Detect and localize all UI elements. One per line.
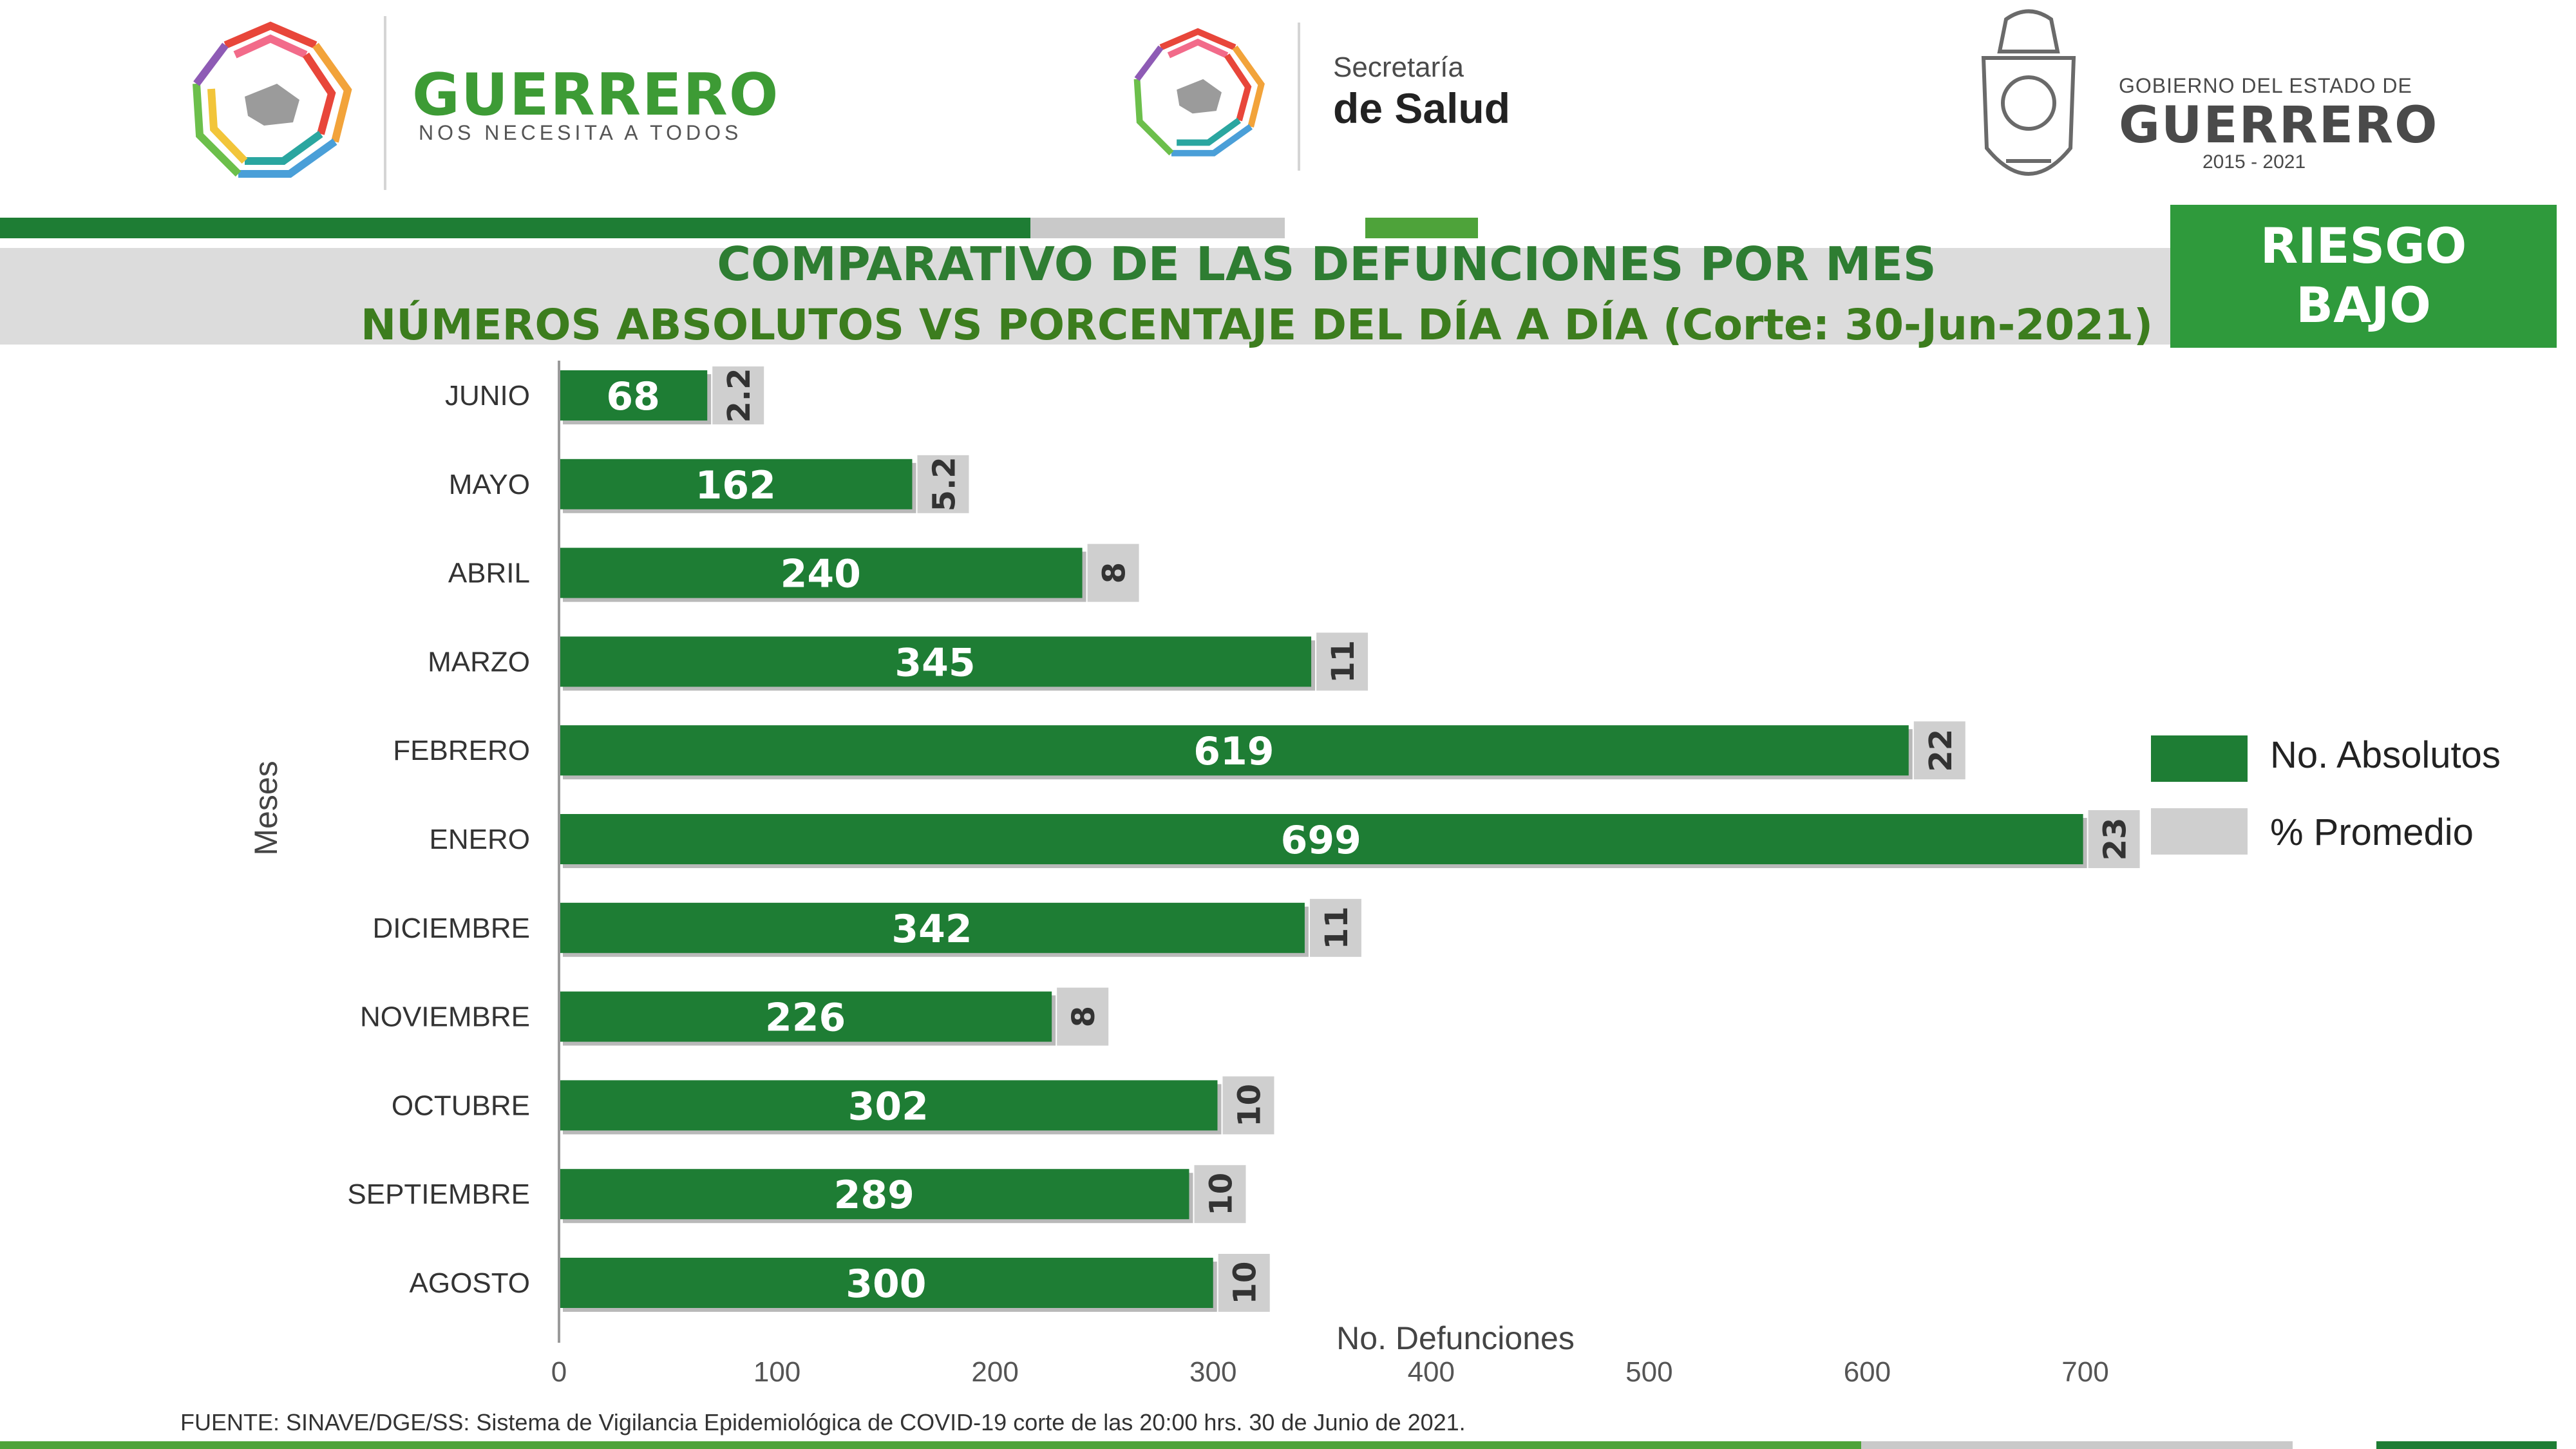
- absolute-bar: [559, 1169, 1189, 1220]
- risk-badge: RIESGO BAJO: [2170, 205, 2557, 348]
- top-stripe-light-green: [1365, 218, 1478, 238]
- secretaria-text: Secretaría: [1333, 52, 1464, 83]
- bar-value-label: 302: [848, 1084, 929, 1129]
- absolute-bar: [559, 902, 1305, 953]
- risk-badge-line1: RIESGO: [2260, 217, 2467, 274]
- percent-value-label: 23: [2098, 818, 2134, 861]
- bar-value-label: 240: [781, 552, 861, 597]
- percent-value-label: 2.2: [721, 368, 757, 422]
- absolute-bar: [559, 725, 1909, 776]
- bar-value-label: 619: [1193, 729, 1274, 774]
- risk-badge-line2: BAJO: [2296, 276, 2431, 334]
- x-axis-title: No. Defunciones: [1336, 1320, 1575, 1356]
- x-tick-label: 100: [753, 1356, 800, 1388]
- legend-swatch-promedio: [2151, 808, 2248, 855]
- percent-bar: [1057, 987, 1109, 1046]
- percent-bar: [1222, 1076, 1274, 1135]
- absolute-bar: [559, 370, 708, 421]
- de-salud-text: de Salud: [1333, 84, 1511, 132]
- absolute-bar: [559, 1258, 1213, 1308]
- percent-value-label: 22: [1923, 729, 1959, 772]
- bar-chart: JUNIO 68 2.2 MAYO 162 5.2 ABRIL 240 8 MARZO 345 11 F…: [248, 361, 2501, 1388]
- bar-value-label: 345: [895, 640, 975, 685]
- absolute-bar: [559, 459, 913, 509]
- logo-divider: [1298, 23, 1300, 171]
- bottom-stripe-green: [0, 1441, 1861, 1449]
- percent-value-label: 10: [1203, 1173, 1239, 1216]
- month-label: MARZO: [428, 646, 530, 677]
- top-stripe-grey: [1030, 218, 1285, 238]
- bar-value-label: 226: [765, 996, 846, 1041]
- month-label: AGOSTO: [410, 1267, 530, 1299]
- x-tick-label: 300: [1189, 1356, 1236, 1388]
- percent-bar: [917, 455, 969, 513]
- chart-subtitle: NÚMEROS ABSOLUTOS VS PORCENTAJE DEL DÍA …: [361, 300, 2154, 350]
- state-coat-of-arms-icon: [1981, 9, 2076, 176]
- government-years: 2015 - 2021: [2202, 151, 2306, 173]
- x-tick-label: 200: [971, 1356, 1018, 1388]
- absolute-bar: [559, 991, 1052, 1042]
- month-label: FEBRERO: [393, 735, 530, 766]
- guerrero-tagline: NOS NECESITA A TODOS: [419, 121, 743, 144]
- chart-title: COMPARATIVO DE LAS DEFUNCIONES POR MES: [717, 237, 1937, 291]
- bar-value-label: 300: [846, 1262, 926, 1307]
- absolute-bar: [559, 636, 1312, 687]
- percent-value-label: 11: [1319, 906, 1355, 949]
- percent-value-label: 8: [1097, 562, 1133, 583]
- gobierno-guerrero-word: GUERRERO: [2119, 97, 2439, 155]
- bottom-stripe-dark-green: [2376, 1441, 2557, 1449]
- x-tick-label: 700: [2061, 1356, 2108, 1388]
- month-label: ENERO: [430, 824, 530, 855]
- top-stripe-green: [0, 218, 1030, 238]
- percent-value-label: 5.2: [926, 457, 962, 511]
- bar-value-label: 68: [606, 374, 660, 419]
- percent-bar: [1218, 1254, 1270, 1312]
- month-label: DICIEMBRE: [373, 913, 530, 944]
- guerrero-logo-icon: [193, 21, 352, 178]
- percent-bar: [1913, 721, 1965, 780]
- bar-value-label: 699: [1281, 818, 1361, 863]
- logo-divider: [384, 16, 386, 190]
- percent-bar: [1309, 898, 1361, 957]
- month-label: OCTUBRE: [392, 1090, 530, 1121]
- x-tick-label: 600: [1844, 1356, 1891, 1388]
- percent-value-label: 11: [1325, 640, 1361, 683]
- x-tick-label: 0: [551, 1356, 567, 1388]
- gobierno-text: GOBIERNO DEL ESTADO DE: [2119, 74, 2412, 97]
- bar-value-label: 289: [834, 1173, 914, 1218]
- month-label: MAYO: [449, 469, 530, 500]
- month-label: NOVIEMBRE: [360, 1001, 530, 1033]
- guerrero-brand-word: GUERRERO: [412, 61, 780, 129]
- percent-bar: [1316, 632, 1368, 691]
- month-label: SEPTIEMBRE: [347, 1179, 530, 1210]
- percent-value-label: 8: [1066, 1006, 1102, 1027]
- bar-value-label: 162: [696, 463, 776, 508]
- bar-value-label: 342: [891, 907, 972, 952]
- legend-label-promedio: % Promedio: [2270, 811, 2474, 853]
- legend-swatch-absolutos: [2151, 735, 2248, 782]
- source-footnote: FUENTE: SINAVE/DGE/SS: Sistema de Vigila…: [180, 1409, 1466, 1435]
- legend-label-absolutos: No. Absolutos: [2270, 734, 2501, 776]
- percent-bar: [1087, 544, 1139, 602]
- absolute-bar: [559, 1080, 1218, 1131]
- percent-bar: [712, 366, 764, 424]
- x-tick-label: 400: [1408, 1356, 1455, 1388]
- percent-bar: [1194, 1165, 1246, 1224]
- secretaria-salud-logo-icon: [1133, 28, 1265, 156]
- month-label: JUNIO: [445, 380, 530, 412]
- x-tick-label: 500: [1625, 1356, 1672, 1388]
- percent-value-label: 10: [1227, 1262, 1264, 1305]
- title-band: [0, 248, 2170, 345]
- percent-bar: [2088, 810, 2140, 868]
- y-axis-title: Meses: [248, 761, 284, 855]
- percent-value-label: 10: [1231, 1084, 1267, 1127]
- absolute-bar: [559, 547, 1083, 598]
- absolute-bar: [559, 814, 2083, 864]
- month-label: ABRIL: [448, 558, 530, 589]
- bottom-stripe-grey: [1861, 1441, 2293, 1449]
